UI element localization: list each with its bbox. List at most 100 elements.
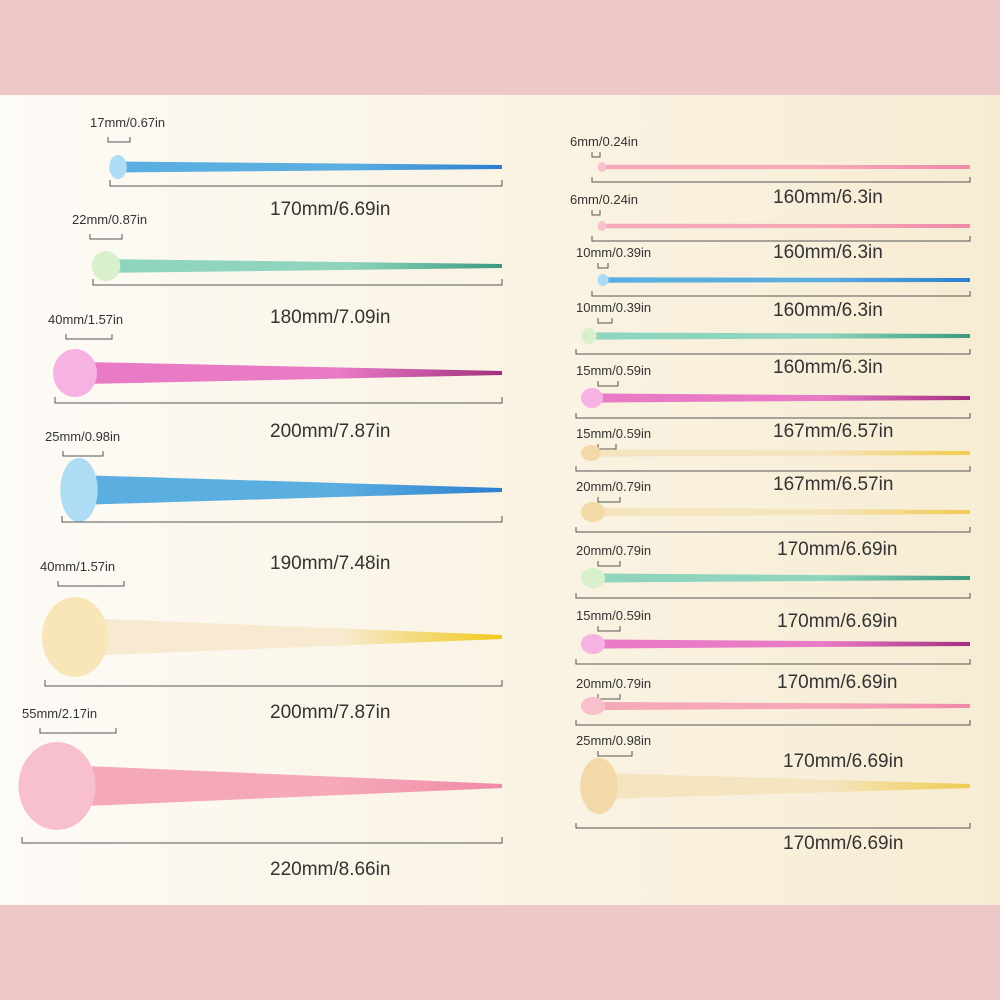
length-label: 170mm/6.69in: [783, 833, 903, 854]
brush-head: [597, 162, 607, 172]
length-bracket: [44, 680, 503, 687]
brush-head: [580, 697, 606, 715]
length-label: 170mm/6.69in: [777, 672, 897, 693]
brush-head: [580, 758, 618, 814]
brush-head: [60, 458, 98, 522]
top-band: [0, 0, 1000, 95]
brush-handle: [616, 773, 970, 799]
head-size-label: 15mm/0.59in: [576, 426, 651, 441]
length-label: 160mm/6.3in: [773, 300, 883, 321]
head-bracket: [591, 210, 601, 216]
head-size-label: 6mm/0.24in: [570, 192, 638, 207]
head-size-label: 10mm/0.39in: [576, 300, 651, 315]
head-bracket: [597, 444, 617, 450]
length-label: 170mm/6.69in: [777, 611, 897, 632]
head-size-label: 15mm/0.59in: [576, 608, 651, 623]
head-size-label: 17mm/0.67in: [90, 115, 165, 130]
length-bracket: [575, 659, 971, 665]
head-bracket: [597, 694, 621, 700]
head-bracket: [597, 497, 621, 503]
length-bracket: [575, 413, 971, 419]
length-label: 220mm/8.66in: [270, 859, 390, 880]
length-bracket: [575, 466, 971, 472]
head-bracket: [597, 381, 619, 387]
brush-handle: [602, 393, 970, 403]
brush-handle: [92, 766, 502, 806]
brush-handle: [606, 164, 970, 170]
brush-head: [581, 388, 603, 408]
head-size-label: 6mm/0.24in: [570, 134, 638, 149]
length-bracket: [575, 823, 971, 829]
length-bracket: [591, 177, 971, 183]
brush-handle: [96, 475, 502, 505]
head-size-label: 25mm/0.98in: [576, 733, 651, 748]
head-size-label: 40mm/1.57in: [48, 312, 123, 327]
brush-head: [581, 445, 601, 461]
brush-handle: [600, 449, 970, 457]
brush-head: [580, 634, 606, 654]
brush-head: [18, 742, 96, 830]
length-label: 190mm/7.48in: [270, 553, 390, 574]
brush-handle: [95, 362, 502, 384]
bottom-band: [0, 905, 1000, 1000]
brush-head: [91, 251, 121, 281]
brush-handle: [604, 639, 970, 649]
head-bracket: [107, 137, 131, 143]
head-size-label: 10mm/0.39in: [576, 245, 651, 260]
brush-handle: [608, 277, 970, 283]
length-bracket: [21, 837, 503, 844]
head-size-label: 20mm/0.79in: [576, 676, 651, 691]
head-bracket: [62, 451, 104, 457]
length-bracket: [92, 279, 503, 286]
brush-handle: [105, 619, 502, 655]
head-bracket: [597, 318, 613, 324]
brush-handle: [604, 573, 970, 583]
length-bracket: [575, 527, 971, 533]
head-bracket: [597, 561, 621, 567]
length-label: 200mm/7.87in: [270, 421, 390, 442]
brush-head: [580, 568, 606, 588]
brush-head: [597, 274, 609, 286]
brush-head: [42, 597, 108, 677]
length-label: 167mm/6.57in: [773, 421, 893, 442]
length-bracket: [591, 236, 971, 242]
head-bracket: [597, 263, 609, 269]
brush-head: [53, 349, 97, 397]
head-bracket: [597, 626, 621, 632]
length-label: 200mm/7.87in: [270, 702, 390, 723]
brush-head: [109, 155, 127, 179]
length-label: 170mm/6.69in: [783, 751, 903, 772]
head-bracket: [65, 334, 113, 340]
length-label: 160mm/6.3in: [773, 187, 883, 208]
length-label: 167mm/6.57in: [773, 474, 893, 495]
length-bracket: [575, 593, 971, 599]
head-bracket: [89, 234, 123, 240]
brush-handle: [604, 507, 970, 517]
brush-head: [580, 502, 606, 522]
length-bracket: [61, 516, 503, 523]
head-bracket: [597, 751, 633, 757]
brush-handle: [596, 332, 970, 340]
length-bracket: [575, 349, 971, 355]
length-label: 180mm/7.09in: [270, 307, 390, 328]
length-label: 160mm/6.3in: [773, 242, 883, 263]
length-label: 170mm/6.69in: [777, 539, 897, 560]
length-bracket: [591, 291, 971, 297]
brush-head: [581, 328, 597, 344]
head-size-label: 55mm/2.17in: [22, 706, 97, 721]
head-size-label: 40mm/1.57in: [40, 559, 115, 574]
length-label: 170mm/6.69in: [270, 199, 390, 220]
head-size-label: 20mm/0.79in: [576, 543, 651, 558]
head-size-label: 25mm/0.98in: [45, 429, 120, 444]
head-bracket: [591, 152, 601, 158]
head-bracket: [39, 728, 117, 734]
length-bracket: [575, 720, 971, 726]
brush-handle: [604, 701, 970, 711]
head-size-label: 15mm/0.59in: [576, 363, 651, 378]
length-label: 160mm/6.3in: [773, 357, 883, 378]
length-bracket: [54, 397, 503, 404]
brush-handle: [126, 161, 502, 173]
brush-handle: [119, 259, 502, 273]
head-size-label: 22mm/0.87in: [72, 212, 147, 227]
